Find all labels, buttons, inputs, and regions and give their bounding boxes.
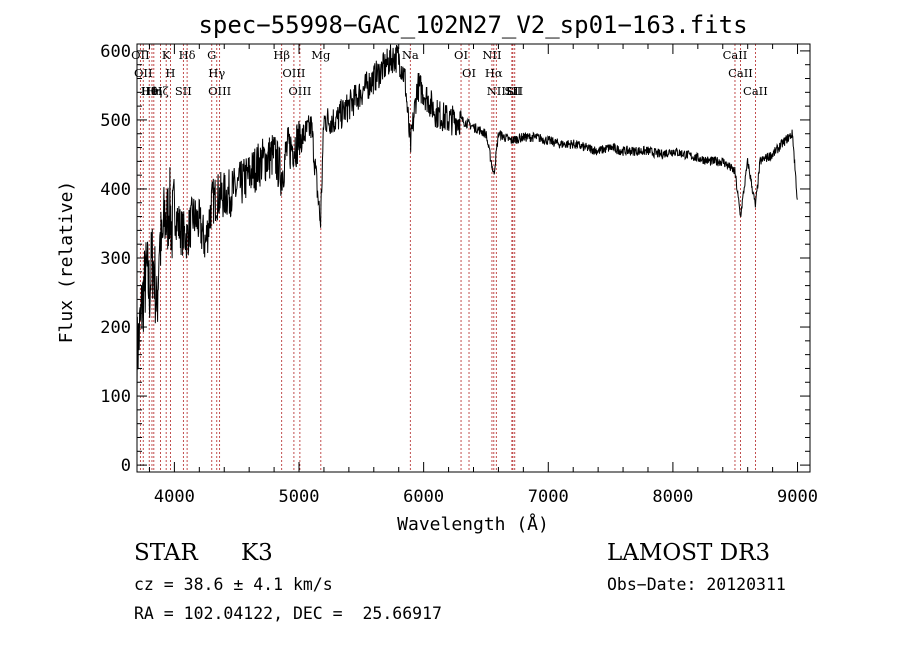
spectrum-series bbox=[136, 44, 798, 397]
plot-frame bbox=[136, 43, 811, 473]
line-label-11: Hγ bbox=[208, 66, 225, 80]
line-label-5: Hζ bbox=[152, 84, 168, 98]
line-label-12: OIII bbox=[208, 84, 231, 98]
y-tick-label: 500 bbox=[100, 111, 131, 131]
line-label-0: OII bbox=[131, 48, 150, 62]
line-label-19: OI bbox=[462, 66, 476, 80]
line-label-17: Na bbox=[402, 48, 419, 62]
line-label-2: Hθ bbox=[141, 84, 158, 98]
line-label-28: CaII bbox=[743, 84, 768, 98]
line-label-22: NII bbox=[487, 84, 506, 98]
x-tick-label: 7000 bbox=[528, 487, 569, 507]
x-axis-label: Wavelength (Å) bbox=[397, 513, 549, 535]
line-label-26: CaII bbox=[723, 48, 748, 62]
x-axis: 4000 5000 6000 7000 8000 9000 bbox=[148, 44, 818, 507]
line-label-18: OI bbox=[454, 48, 468, 62]
y-axis-label: Flux (relative) bbox=[56, 181, 77, 344]
line-label-4: Hη bbox=[145, 84, 162, 98]
y-axis: 0 100 200 300 400 500 600 bbox=[100, 42, 810, 476]
x-tick-label: 8000 bbox=[652, 487, 693, 507]
y-tick-label: 600 bbox=[100, 42, 131, 62]
line-label-20: NII bbox=[482, 48, 501, 62]
line-label-8: SII bbox=[175, 84, 192, 98]
line-label-9: Hδ bbox=[179, 48, 196, 62]
y-tick-label: 100 bbox=[100, 387, 131, 407]
x-tick-label: 5000 bbox=[279, 487, 320, 507]
line-label-1: OII bbox=[134, 66, 153, 80]
y-tick-label: 400 bbox=[100, 180, 131, 200]
line-label-6: K bbox=[162, 48, 171, 62]
line-label-3: HeI bbox=[141, 84, 162, 98]
line-label-14: OIII bbox=[282, 66, 305, 80]
object-class: STAR bbox=[134, 540, 198, 566]
line-label-13: Hβ bbox=[273, 48, 290, 62]
line-label-10: G bbox=[207, 48, 216, 62]
chart-title: spec−55998−GAC_102N27_V2_sp01−163.fits bbox=[198, 11, 747, 39]
spectral-line-markers bbox=[139, 44, 756, 472]
y-tick-label: 300 bbox=[100, 249, 131, 269]
x-tick-label: 6000 bbox=[403, 487, 444, 507]
observation-date: Obs−Date: 20120311 bbox=[607, 575, 786, 594]
line-label-21: Hα bbox=[485, 66, 503, 80]
x-tick-label: 9000 bbox=[777, 487, 818, 507]
line-label-16: Mg bbox=[311, 48, 331, 62]
line-label-23: Li bbox=[506, 84, 518, 98]
object-subclass: K3 bbox=[241, 540, 273, 566]
line-label-24: SII bbox=[504, 84, 521, 98]
line-label-15: OIII bbox=[288, 84, 311, 98]
x-tick-label: 4000 bbox=[154, 487, 195, 507]
coordinates-text: RA = 102.04122, DEC = 25.66917 bbox=[134, 604, 442, 623]
line-label-7: H bbox=[165, 66, 175, 80]
survey-name: LAMOST DR3 bbox=[607, 540, 771, 566]
y-tick-label: 200 bbox=[100, 318, 131, 338]
y-tick-label: 0 bbox=[121, 456, 131, 476]
line-label-27: CaII bbox=[728, 66, 753, 80]
line-label-25: SII bbox=[506, 84, 523, 98]
redshift-text: cz = 38.6 ± 4.1 km/s bbox=[134, 575, 333, 594]
